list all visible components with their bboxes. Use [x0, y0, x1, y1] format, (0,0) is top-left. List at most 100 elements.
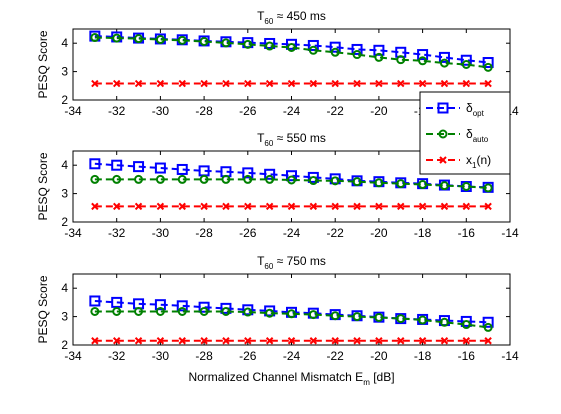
x-tick-label: -24 — [283, 349, 301, 363]
data-point-x1-stroke-b — [397, 79, 405, 88]
data-point-x1 — [112, 79, 121, 88]
chart-title-rest: ≈ 750 ms — [273, 254, 326, 268]
data-point-auto — [352, 312, 362, 322]
data-point-x1 — [200, 337, 208, 345]
data-point-x1-stroke-b — [375, 79, 383, 88]
data-point-auto — [439, 58, 449, 68]
data-point-x1-stroke-b — [418, 79, 427, 88]
chart-title-main: T — [257, 9, 265, 23]
x-tick-label: -16 — [458, 349, 476, 363]
data-point-auto — [483, 62, 493, 72]
legend-label-opt: δopt — [466, 101, 485, 118]
chart-title-sub: 60 — [264, 139, 273, 148]
chart-title-rest: ≈ 550 ms — [273, 131, 326, 145]
data-point-x1-stroke-b — [397, 337, 405, 345]
data-point-x1 — [134, 337, 143, 345]
legend-sub: auto — [473, 135, 489, 144]
data-point-auto — [461, 320, 471, 330]
data-point-opt — [307, 171, 319, 183]
data-point-x1 — [222, 202, 230, 211]
data-point-x1-stroke-b — [265, 337, 274, 345]
data-point-auto — [461, 182, 471, 191]
data-point-auto — [155, 306, 165, 316]
chart-title: T60 ≈ 550 ms — [257, 131, 326, 148]
data-point-opt — [351, 43, 363, 55]
data-point-x1-stroke-b — [134, 337, 143, 345]
data-point-x1 — [156, 337, 165, 345]
data-point-x1 — [331, 79, 339, 88]
x-tick-label: -20 — [370, 349, 388, 363]
data-point-x1-stroke-b — [353, 337, 361, 345]
series-x1 — [91, 79, 492, 88]
data-point-x1 — [440, 79, 449, 88]
data-point-x1 — [112, 337, 121, 345]
data-point-auto — [330, 47, 340, 57]
data-point-auto — [243, 174, 253, 184]
data-point-opt — [111, 296, 123, 308]
data-point-x1 — [462, 79, 471, 88]
data-point-x1-stroke-b — [200, 79, 208, 88]
legend-marker-x1-stroke-b — [439, 156, 447, 164]
data-point-auto — [330, 311, 340, 321]
data-point-x1-stroke-b — [91, 202, 99, 211]
data-point-x1-stroke-b — [462, 202, 471, 211]
y-tick-label: 2 — [61, 215, 68, 229]
legend-marker-x1 — [439, 156, 447, 164]
x-tick-label: -20 — [370, 104, 388, 118]
data-point-auto — [134, 174, 144, 184]
data-point-opt — [154, 162, 166, 174]
chart-title-main: T — [257, 131, 265, 145]
data-point-x1-stroke-b — [200, 337, 208, 345]
x-tick-label: -32 — [108, 104, 126, 118]
data-point-auto — [483, 322, 493, 332]
data-point-x1-stroke-b — [353, 202, 361, 211]
data-point-x1-stroke-b — [200, 202, 208, 211]
data-point-x1 — [91, 202, 99, 211]
data-point-opt — [220, 302, 232, 314]
legend-symbol: x — [466, 153, 472, 167]
data-point-x1-stroke-b — [91, 337, 99, 345]
y-axis-label: PESQ Score — [36, 275, 50, 343]
data-point-x1-stroke-b — [375, 337, 383, 345]
data-point-opt — [264, 168, 276, 180]
data-point-auto — [308, 45, 318, 55]
data-point-auto — [177, 306, 187, 316]
data-point-x1 — [222, 79, 230, 88]
data-point-auto — [90, 174, 100, 184]
data-point-opt — [111, 159, 123, 171]
data-point-opt — [154, 299, 166, 311]
data-point-opt — [329, 41, 341, 53]
data-point-x1 — [178, 202, 186, 211]
data-point-x1-stroke-b — [134, 79, 143, 88]
legend-marker-auto — [438, 129, 448, 139]
x-tick-label: -14 — [501, 226, 519, 240]
data-point-auto — [177, 35, 187, 45]
data-point-x1 — [156, 202, 165, 211]
data-point-x1-stroke-b — [331, 202, 339, 211]
data-point-auto — [221, 306, 231, 316]
data-point-auto — [199, 36, 209, 46]
data-point-x1 — [178, 337, 186, 345]
data-point-x1 — [418, 202, 427, 211]
data-point-x1-stroke-b — [112, 202, 121, 211]
data-point-x1-stroke-b — [156, 202, 165, 211]
data-point-x1 — [353, 79, 361, 88]
x-tick-label: -16 — [458, 226, 476, 240]
data-point-opt — [133, 161, 145, 173]
data-point-x1-stroke-b — [440, 79, 449, 88]
data-point-x1 — [418, 337, 427, 345]
data-point-x1 — [244, 337, 252, 345]
data-point-x1-stroke-b — [244, 202, 252, 211]
data-point-x1 — [484, 337, 492, 345]
x-tick-label: -26 — [239, 226, 257, 240]
data-point-x1-stroke-b — [484, 202, 492, 211]
data-point-auto — [177, 174, 187, 184]
data-point-x1-stroke-b — [178, 202, 186, 211]
data-point-x1 — [397, 337, 405, 345]
x-tick-label: -26 — [239, 349, 257, 363]
data-point-auto — [221, 38, 231, 48]
legend-symbol: δ — [466, 101, 473, 115]
data-point-auto — [330, 176, 340, 186]
x-tick-label: -32 — [108, 226, 126, 240]
chart-title: T60 ≈ 450 ms — [257, 9, 326, 26]
